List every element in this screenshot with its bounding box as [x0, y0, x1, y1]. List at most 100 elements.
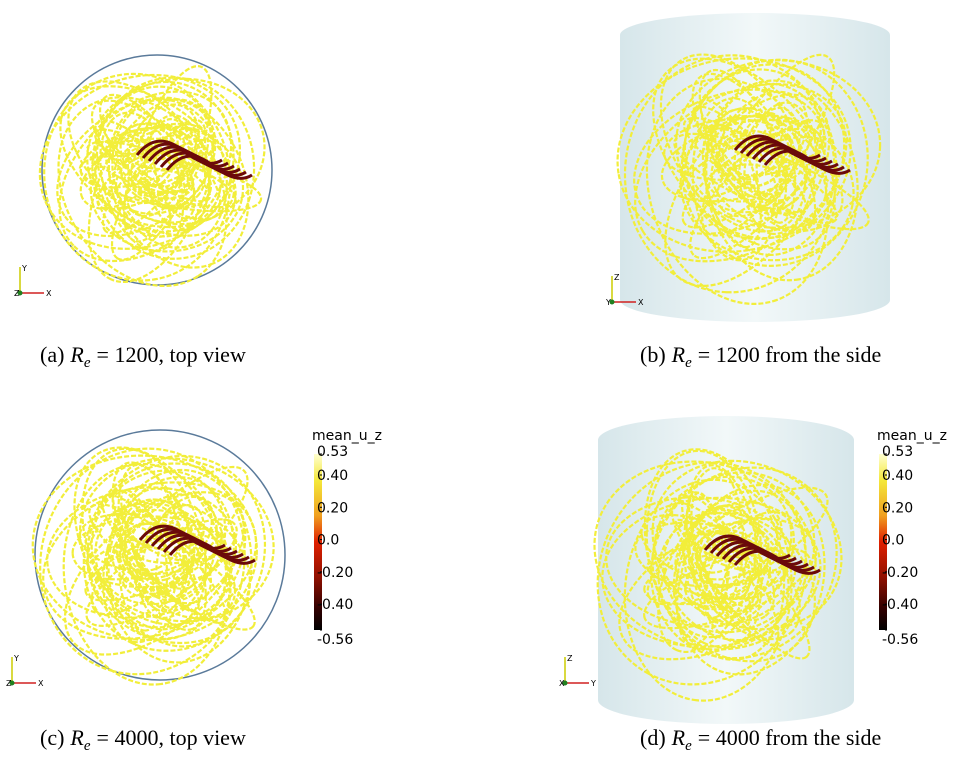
streamline [56, 97, 217, 238]
streamline [155, 515, 196, 609]
streamline [593, 460, 817, 651]
streamline [93, 80, 235, 238]
streamline [85, 518, 238, 627]
axis-label: Y [590, 679, 596, 688]
axis-label: X [559, 679, 565, 688]
caption-label: (d) [640, 725, 666, 750]
colorbar-tick-label: 0.53 [882, 444, 913, 460]
streamline [71, 515, 227, 589]
streamline [111, 98, 228, 249]
caption-label: (b) [640, 342, 666, 367]
colorbar-tick-label: 0.0 [882, 533, 904, 549]
streamline-dark [763, 149, 851, 175]
streamline [657, 504, 758, 654]
streamline [59, 85, 237, 237]
streamline [78, 457, 275, 623]
colorbar [879, 454, 887, 630]
streamline [112, 489, 200, 613]
axis-label: Y [13, 654, 19, 663]
streamline [755, 125, 797, 224]
caption-subscript: e [685, 355, 692, 371]
streamline [105, 468, 253, 664]
caption-subscript: e [84, 355, 91, 371]
streamline [119, 498, 208, 603]
colorbar-tick-label: -0.20 [882, 565, 918, 581]
streamline [91, 76, 256, 260]
streamline [58, 90, 233, 263]
streamline [675, 59, 882, 229]
streamline [82, 454, 267, 652]
axis-label: Z [567, 654, 573, 663]
colorbar-tick-label: 0.40 [317, 468, 348, 484]
colorbar-title: mean_u_z [877, 428, 947, 444]
streamline [704, 79, 859, 282]
streamline [143, 118, 194, 210]
axis-label: Z [6, 679, 12, 688]
streamline [683, 68, 822, 214]
streamline [733, 111, 784, 181]
streamline [62, 462, 232, 686]
streamline [645, 449, 763, 639]
streamline-dark [165, 154, 253, 180]
colorbar-tick-label: 0.20 [317, 500, 348, 516]
colorbar-tick-label: 0.40 [882, 468, 913, 484]
streamline [38, 73, 242, 250]
streamline [57, 96, 228, 287]
caption-label: (c) [40, 725, 64, 750]
caption-subscript: e [84, 738, 91, 754]
axis-origin [9, 680, 15, 686]
streamline [131, 169, 194, 200]
axis-label: Z [614, 273, 620, 282]
streamline [664, 93, 831, 287]
caption: (b) Re = 1200 from the side [640, 342, 881, 371]
axis-origin [562, 680, 568, 686]
streamline [90, 469, 227, 606]
streamline [653, 475, 793, 609]
streamline [727, 163, 797, 202]
streamline [107, 139, 162, 156]
streamline [94, 501, 228, 626]
caption-subscript: e [685, 738, 692, 754]
streamline [690, 491, 729, 607]
caption: (d) Re = 4000 from the side [640, 725, 881, 754]
streamline [651, 459, 843, 631]
streamline [687, 491, 752, 629]
colorbar-tick-label: -0.40 [317, 597, 353, 613]
streamline [81, 447, 207, 631]
streamline [659, 53, 807, 233]
streamline [86, 462, 247, 629]
streamlines [31, 53, 882, 702]
colorbar-tick-label: 0.20 [882, 500, 913, 516]
streamline [722, 114, 823, 164]
streamline [660, 118, 819, 203]
streamline [643, 448, 786, 661]
streamline [662, 511, 790, 642]
axis-origin [17, 290, 23, 296]
caption-text: = 4000, top view [97, 725, 246, 750]
streamline [643, 546, 812, 630]
caption-symbol: R [671, 725, 686, 750]
caption-symbol: R [69, 725, 84, 750]
streamline [111, 461, 207, 631]
colorbar-tick-label: -0.40 [882, 597, 918, 613]
streamline [684, 115, 828, 240]
streamline [31, 454, 258, 642]
streamline [101, 120, 186, 193]
axis-label: Y [21, 264, 27, 273]
streamline [46, 486, 238, 619]
streamline [678, 133, 793, 201]
colorbar [314, 454, 322, 630]
streamline [680, 58, 869, 267]
streamline [107, 96, 250, 269]
streamline [73, 446, 231, 648]
streamline [699, 98, 778, 199]
caption-text: = 4000 from the side [698, 725, 882, 750]
streamline [124, 146, 190, 194]
streamline [633, 88, 827, 235]
streamline [616, 57, 852, 253]
axis-label: Y [605, 298, 611, 307]
streamline [634, 521, 787, 600]
caption-text: = 1200, top view [97, 342, 246, 367]
caption: (a) Re = 1200, top view [40, 342, 246, 371]
colorbar-tick-label: -0.56 [317, 632, 353, 648]
